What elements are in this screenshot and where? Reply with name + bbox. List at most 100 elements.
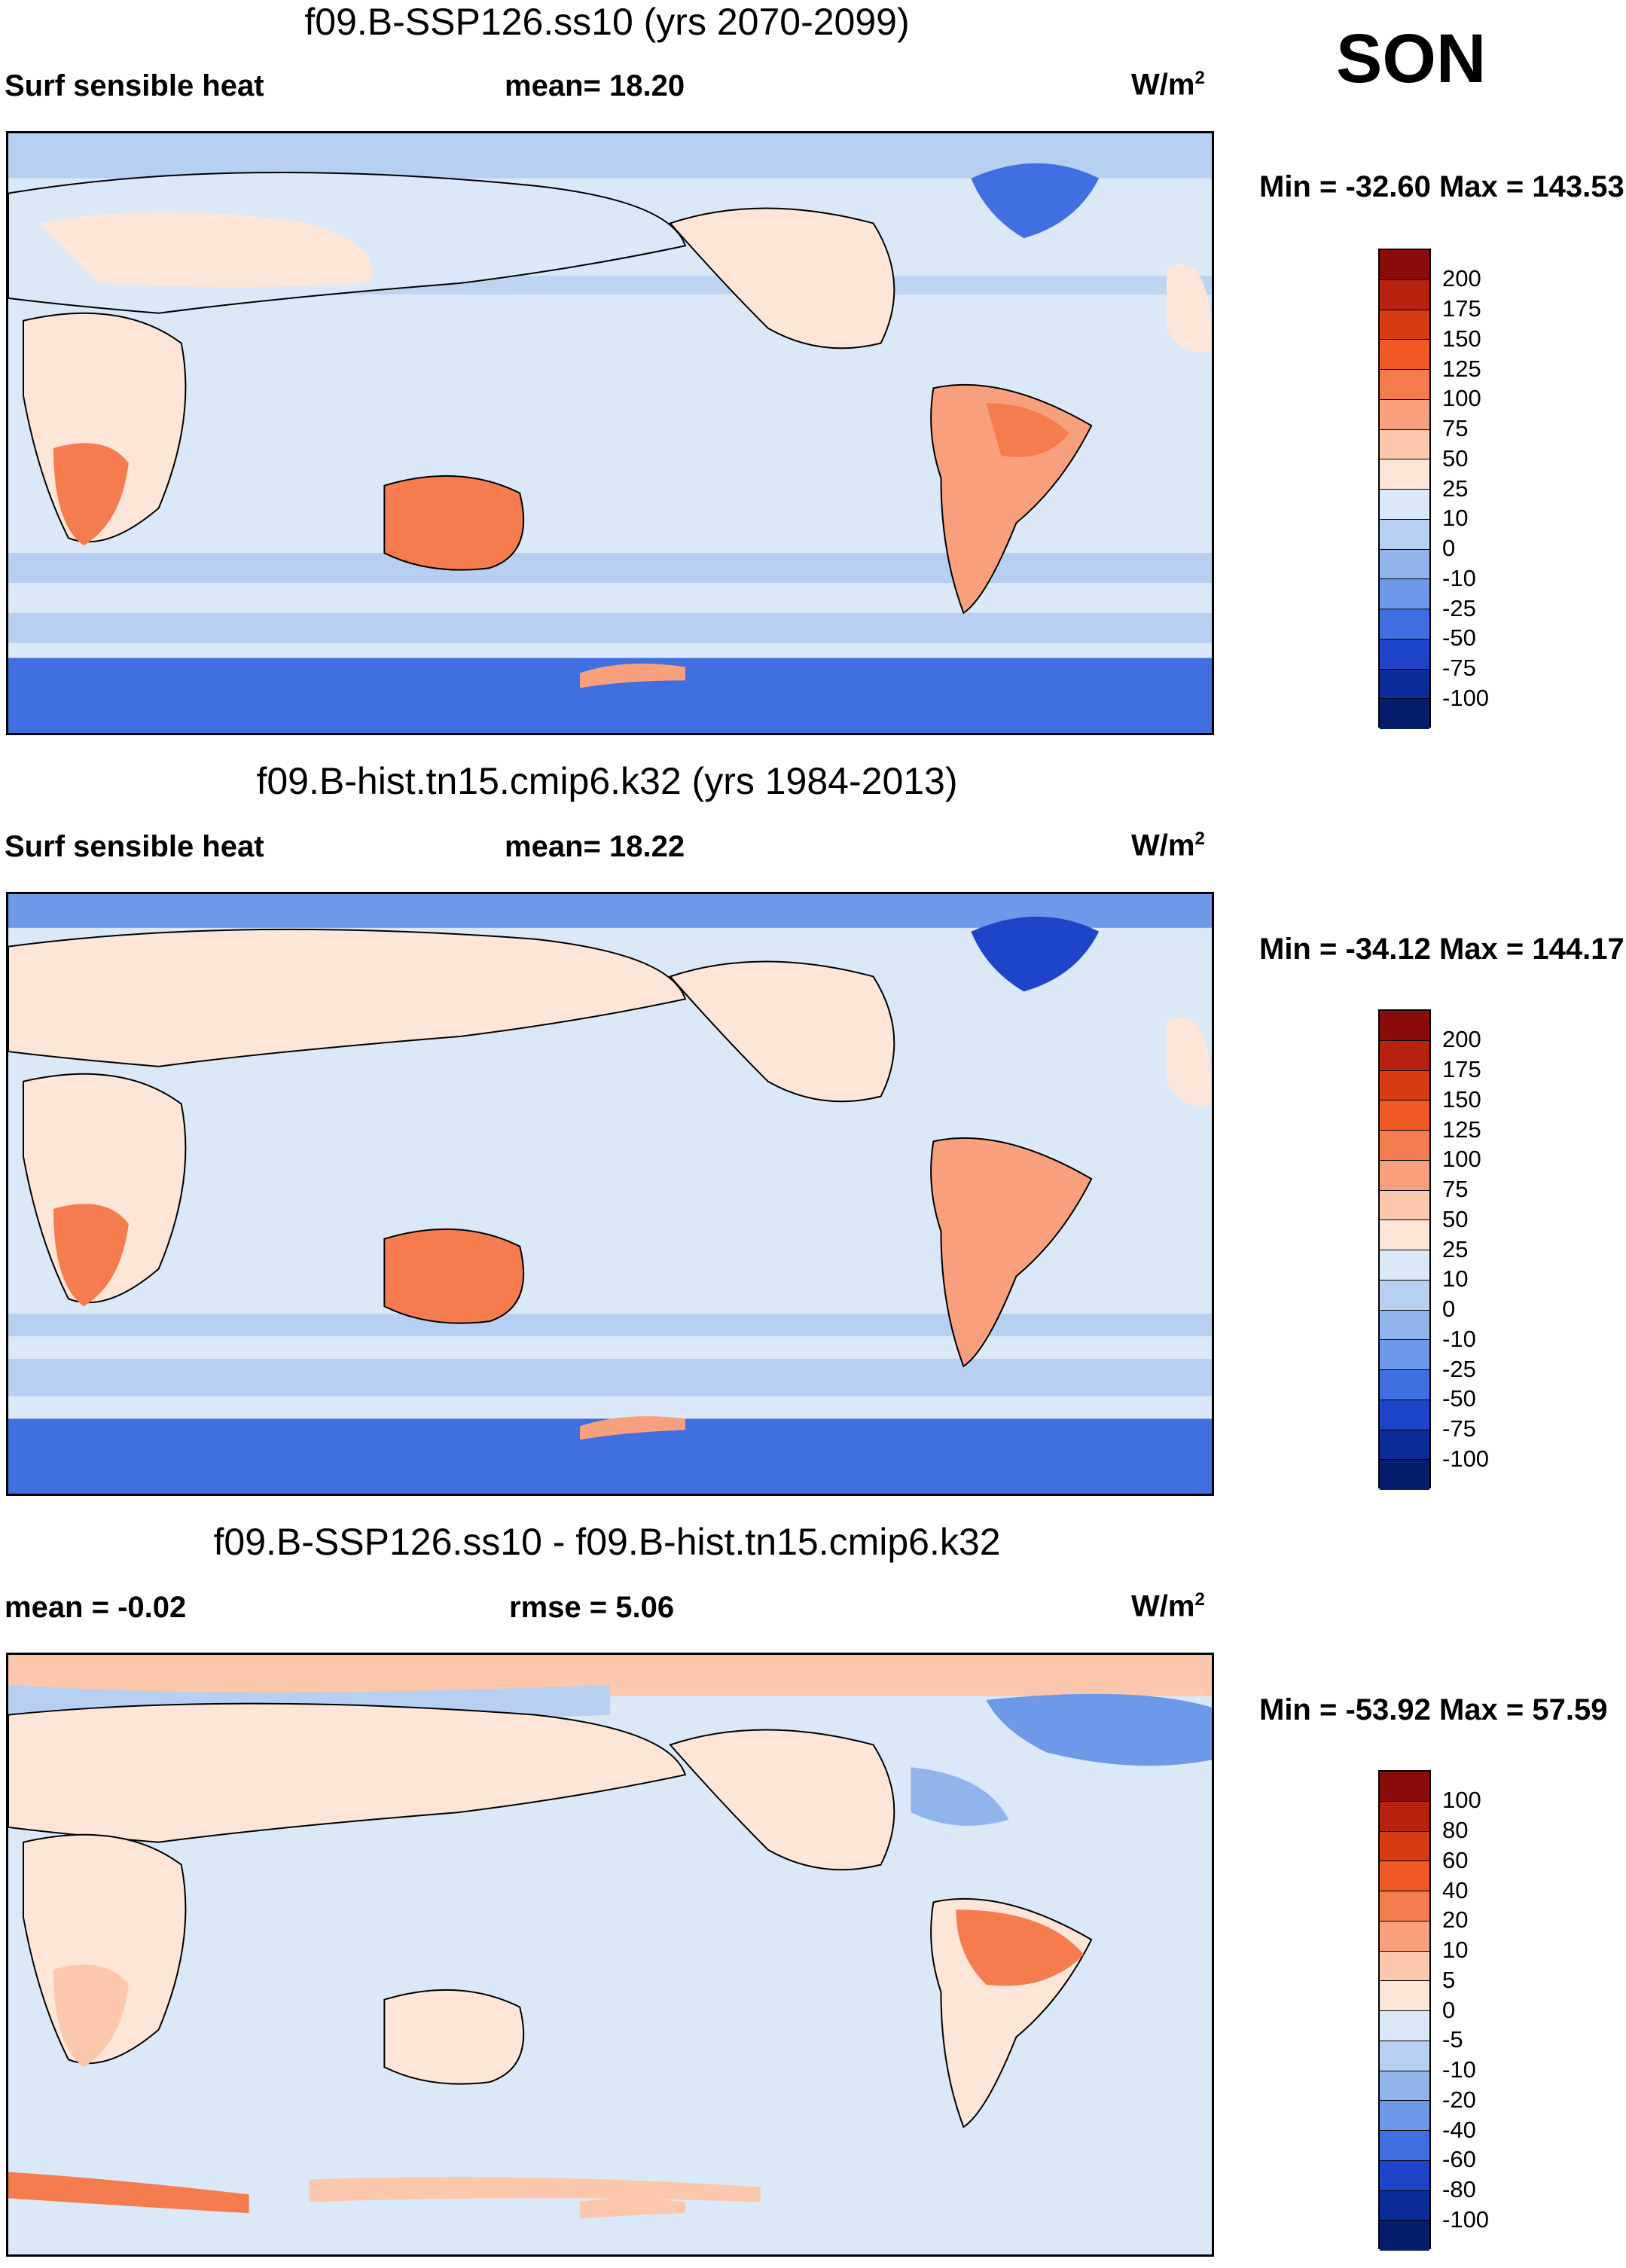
- panel-2-colorbar-swatch: [1380, 1040, 1429, 1071]
- panel-3-colorbar-swatch: [1380, 2221, 1429, 2251]
- panel-3-colorbar-swatch: [1380, 2071, 1429, 2102]
- panel-1-colorbar: [1378, 249, 1431, 729]
- panel-1-colorbar-swatch: [1380, 519, 1429, 550]
- panel-1-colorbar-swatch: [1380, 669, 1429, 700]
- panel-2-map: [6, 892, 1214, 1496]
- panel-2-colorbar-swatch: [1380, 1011, 1429, 1041]
- panel-2-colorbar-label: 10: [1442, 1265, 1469, 1293]
- panel-2-colorbar-swatch: [1380, 1460, 1429, 1490]
- panel-3-title: f09.B-SSP126.ss10 - f09.B-hist.tn15.cmip…: [213, 1521, 1001, 1563]
- panel-1-colorbar-swatch: [1380, 699, 1429, 729]
- panel-3-colorbar-label: 0: [1442, 1996, 1456, 2023]
- panel-2-colorbar-label: 150: [1442, 1085, 1481, 1113]
- panel-1-colorbar-swatch: [1380, 310, 1429, 340]
- panel-3-map: [6, 1653, 1214, 2257]
- panel-1-colorbar-swatch: [1380, 459, 1429, 490]
- panel-1-map: [6, 131, 1214, 735]
- panel-2-colorbar-swatch: [1380, 1310, 1429, 1341]
- panel-2-colorbar-label: 0: [1442, 1296, 1456, 1322]
- panel-3-colorbar-swatch: [1380, 2041, 1429, 2071]
- panel-3-colorbar-swatch: [1380, 1921, 1429, 1952]
- panel-2-colorbar-label: -10: [1442, 1325, 1476, 1352]
- panel-3-colorbar-swatch: [1380, 1772, 1429, 1802]
- panel-3-colorbar-label: -100: [1442, 2205, 1490, 2233]
- panel-3-minmax: Min = -53.92 Max = 57.59: [1259, 1693, 1608, 1726]
- panel-3-colorbar: [1378, 1770, 1431, 2251]
- panel-1-colorbar-swatch: [1380, 579, 1429, 609]
- panel-3-colorbar-label: -40: [1442, 2116, 1476, 2143]
- panel-3-rmse: rmse = 5.06: [509, 1591, 675, 1624]
- panel-1-colorbar-label: 10: [1442, 505, 1469, 532]
- panel-3-colorbar-label: -60: [1442, 2146, 1476, 2173]
- panel-3-colorbar-labels: 100 80 60 40 20 10 5 0 -5 -10 -20 -40 -6…: [1442, 1770, 1518, 2249]
- panel-3-colorbar-label: 20: [1442, 1906, 1469, 1934]
- panel-1-colorbar-label: 200: [1442, 265, 1481, 292]
- panel-3-colorbar-swatch: [1380, 1801, 1429, 1832]
- panel-3-colorbar-label: -80: [1442, 2176, 1476, 2202]
- panel-1-colorbar-label: 50: [1442, 444, 1469, 472]
- panel-1-colorbar-label: -100: [1442, 684, 1490, 711]
- panel-1-colorbar-label: 150: [1442, 325, 1481, 352]
- panel-1-colorbar-swatch: [1380, 399, 1429, 430]
- panel-3-colorbar-label: -10: [1442, 2056, 1476, 2083]
- panel-2-colorbar-label: -100: [1442, 1445, 1490, 1472]
- panel-2-colorbar-swatch: [1380, 1370, 1429, 1400]
- panel-1-colorbar-label: 100: [1442, 385, 1481, 412]
- panel-1-colorbar-label: -50: [1442, 624, 1476, 652]
- panel-3-mean: mean = -0.02: [5, 1591, 187, 1624]
- panel-2-colorbar-swatch: [1380, 1070, 1429, 1101]
- panel-2-map-graphic: [8, 894, 1212, 1494]
- panel-2-colorbar-label: 25: [1442, 1235, 1469, 1262]
- panel-3-colorbar-label: 5: [1442, 1966, 1456, 1993]
- panel-2-colorbar-label: 75: [1442, 1176, 1469, 1202]
- panel-3-colorbar-swatch: [1380, 2160, 1429, 2191]
- panel-1-colorbar-swatch: [1380, 250, 1429, 280]
- panel-1-colorbar-label: -75: [1442, 655, 1476, 681]
- panel-3-colorbar-swatch: [1380, 1951, 1429, 1982]
- panel-3-colorbar-label: 100: [1442, 1787, 1481, 1814]
- panel-2-colorbar-swatch: [1380, 1400, 1429, 1430]
- panel-1-colorbar-labels: 200 175 150 125 100 75 50 25 10 0 -10 -2…: [1442, 249, 1518, 728]
- panel-3-colorbar-swatch: [1380, 2190, 1429, 2221]
- panel-2-colorbar-swatch: [1380, 1190, 1429, 1221]
- panel-2-mean: mean= 18.22: [505, 830, 685, 863]
- panel-1-colorbar-swatch: [1380, 429, 1429, 460]
- panel-2-colorbar-swatch: [1380, 1220, 1429, 1250]
- panel-2-colorbar-swatch: [1380, 1280, 1429, 1311]
- panel-2-colorbar-label: 100: [1442, 1146, 1481, 1173]
- panel-1-colorbar-swatch: [1380, 639, 1429, 670]
- panel-3-colorbar-swatch: [1380, 1831, 1429, 1862]
- panel-1-colorbar-label: 175: [1442, 295, 1481, 322]
- panel-2-colorbar-swatch: [1380, 1100, 1429, 1131]
- panel-2-colorbar-label: 175: [1442, 1056, 1481, 1082]
- panel-2-colorbar-swatch: [1380, 1250, 1429, 1281]
- panel-1-colorbar-label: 25: [1442, 475, 1469, 502]
- panel-3-colorbar-swatch: [1380, 2131, 1429, 2161]
- panel-1-variable-label: Surf sensible heat: [5, 69, 264, 102]
- panel-3-units: W/m2: [1131, 1589, 1205, 1623]
- panel-1-colorbar-swatch: [1380, 279, 1429, 310]
- panel-3-colorbar-swatch: [1380, 2101, 1429, 2131]
- panel-1-units: W/m2: [1131, 68, 1205, 102]
- panel-2-minmax: Min = -34.12 Max = 144.17: [1259, 933, 1624, 966]
- panel-2-units: W/m2: [1131, 829, 1205, 862]
- panel-3-colorbar-swatch: [1380, 2011, 1429, 2041]
- panel-3-map-graphic: [8, 1655, 1212, 2254]
- panel-3-colorbar-label: 60: [1442, 1846, 1469, 1873]
- panel-1-colorbar-swatch: [1380, 549, 1429, 580]
- panel-1-mean: mean= 18.20: [505, 69, 685, 102]
- panel-1-colorbar-label: -25: [1442, 594, 1476, 621]
- panel-3-colorbar-label: 10: [1442, 1937, 1469, 1963]
- panel-3-colorbar-swatch: [1380, 1981, 1429, 2011]
- panel-2-colorbar: [1378, 1009, 1431, 1490]
- panel-1-colorbar-swatch: [1380, 490, 1429, 520]
- panel-2-colorbar-label: 50: [1442, 1205, 1469, 1232]
- panel-2-title: f09.B-hist.tn15.cmip6.k32 (yrs 1984-2013…: [256, 760, 958, 802]
- panel-3-colorbar-label: 40: [1442, 1876, 1469, 1903]
- panel-2-colorbar-swatch: [1380, 1131, 1429, 1161]
- panel-1-colorbar-label: -10: [1442, 564, 1476, 591]
- panel-2-colorbar-swatch: [1380, 1430, 1429, 1461]
- panel-2-colorbar-swatch: [1380, 1160, 1429, 1191]
- panel-3-colorbar-label: -5: [1442, 2026, 1463, 2053]
- panel-1-colorbar-label: 0: [1442, 535, 1456, 561]
